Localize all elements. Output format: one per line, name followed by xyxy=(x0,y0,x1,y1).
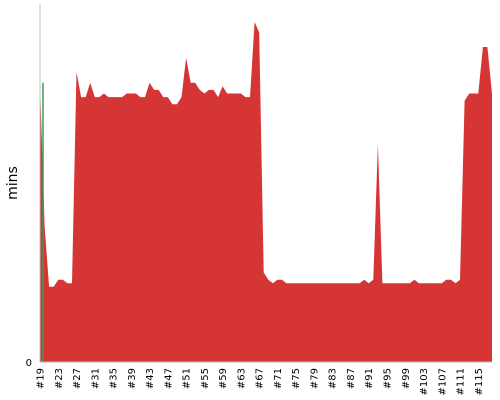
x-tick-label: #83 xyxy=(328,368,339,389)
x-tick-label: #67 xyxy=(255,368,266,389)
x-tick-label: #111 xyxy=(456,368,467,395)
x-tick-label: #23 xyxy=(54,368,65,389)
x-tick-label: #87 xyxy=(346,368,357,389)
x-tick-label: #63 xyxy=(236,368,247,389)
x-tick-label: #51 xyxy=(182,368,193,389)
series-area xyxy=(40,21,492,363)
x-tick-label: #31 xyxy=(90,368,101,389)
x-tick-label: #35 xyxy=(109,368,120,389)
x-tick-label: #19 xyxy=(36,368,47,389)
x-tick-label: #115 xyxy=(474,368,485,395)
y-axis-label: mins xyxy=(5,166,21,200)
x-tick-label: #95 xyxy=(383,368,394,389)
x-tick-label: #55 xyxy=(200,368,211,389)
x-tick-label: #75 xyxy=(291,368,302,389)
plot-area xyxy=(40,21,492,363)
x-tick-label: #59 xyxy=(218,368,229,389)
x-tick-label: #79 xyxy=(309,368,320,389)
x-tick-label: #99 xyxy=(401,368,412,389)
x-tick-label: #91 xyxy=(364,368,375,389)
x-tick-label: #47 xyxy=(163,368,174,389)
x-tick-label: #43 xyxy=(145,368,156,389)
x-tick-labels: #19 #23 #27 #31 #35 #39 #43 #47 #51 #55 #59 #63 #67 #… xyxy=(36,368,485,395)
x-tick-label: #103 xyxy=(419,368,430,395)
y-tick-labels: 0 xyxy=(26,358,32,369)
x-tick-label: #27 xyxy=(72,368,83,389)
x-tick-label: #71 xyxy=(273,368,284,389)
x-tick-label: #39 xyxy=(127,368,138,389)
x-tick-label: #107 xyxy=(437,368,448,395)
y-tick-label: 0 xyxy=(26,358,32,369)
